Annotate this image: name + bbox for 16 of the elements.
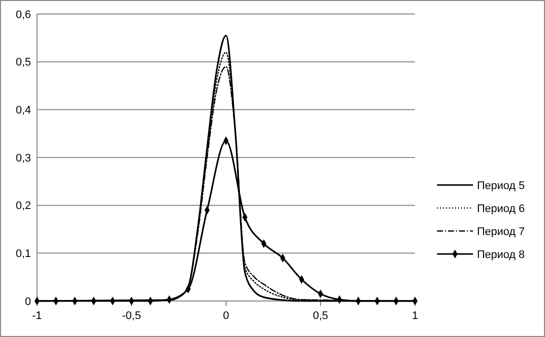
x-tick-label: 0,5 xyxy=(312,310,328,322)
y-tick-label: 0,2 xyxy=(16,200,31,212)
y-tick-label: 0,3 xyxy=(16,152,31,164)
y-tick-label: 0,4 xyxy=(16,104,31,117)
y-tick-label: 0,1 xyxy=(16,248,31,260)
x-tick-label: -0,5 xyxy=(122,310,141,322)
x-tick-label: 0 xyxy=(222,310,230,322)
legend-label: Период 8 xyxy=(477,248,525,261)
x-tick-label: -1 xyxy=(32,310,42,322)
x-tick-label: 1 xyxy=(412,310,418,322)
y-tick-label: 0,6 xyxy=(16,8,31,21)
legend-label: Период 6 xyxy=(477,202,525,215)
legend-label: Период 7 xyxy=(477,226,525,238)
legend-label: Период 5 xyxy=(477,180,525,192)
y-tick-label: 0,5 xyxy=(16,56,31,69)
y-tick-label: 0 xyxy=(24,296,31,308)
